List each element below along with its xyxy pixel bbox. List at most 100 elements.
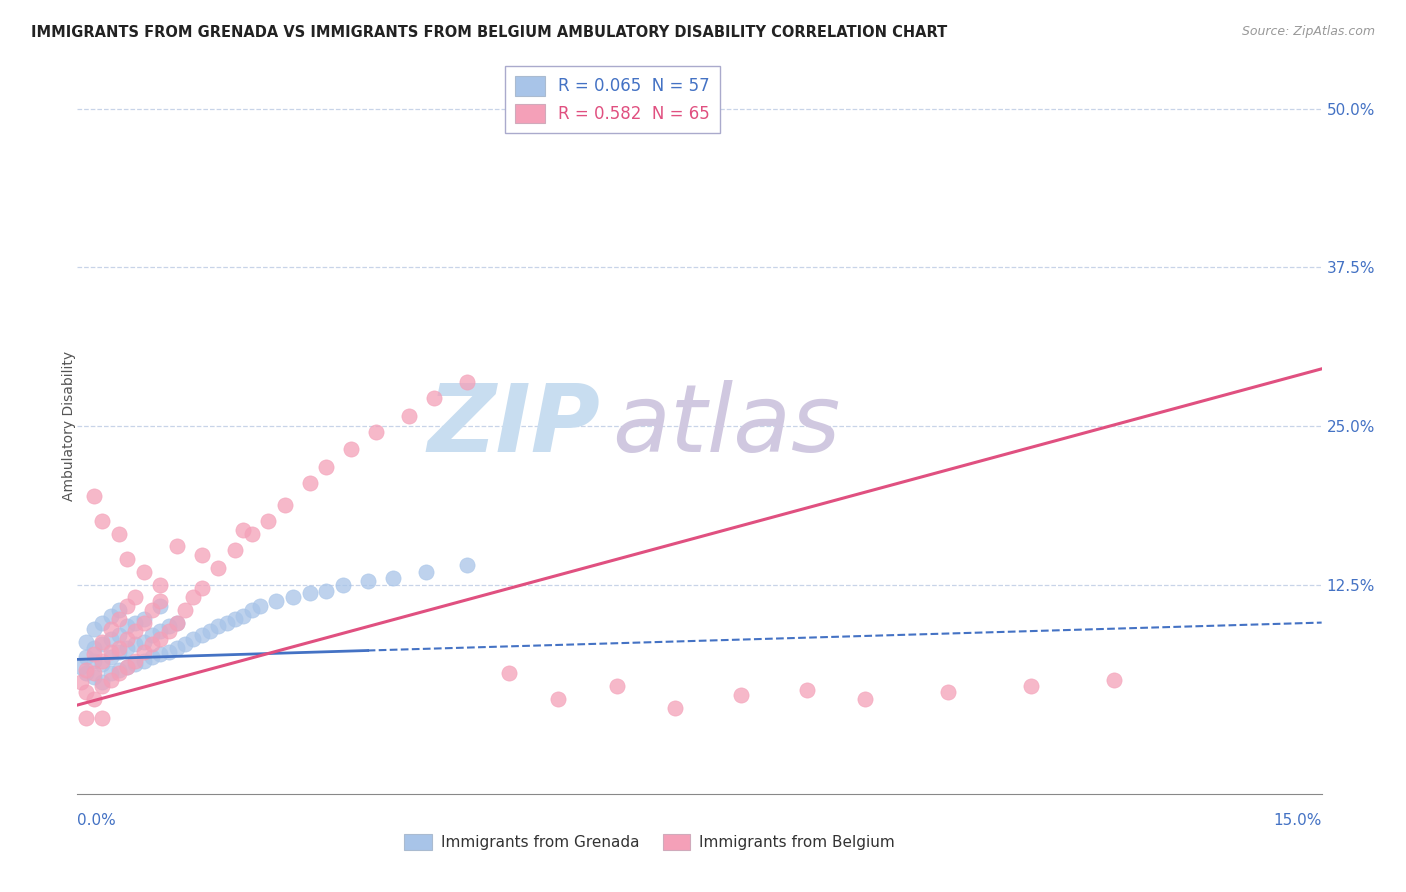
Point [100,645,122,659]
Point [83,654,105,668]
Point [1104,673,1126,687]
Legend: Immigrants from Grenada, Immigrants from Belgium: Immigrants from Grenada, Immigrants from… [398,828,901,856]
Point [166,615,188,630]
Y-axis label: Ambulatory Disability: Ambulatory Disability [62,351,76,501]
Point [415,565,437,579]
Point [224,543,246,558]
Point [124,615,146,630]
Point [381,571,404,585]
Point [132,612,155,626]
Point [132,634,155,648]
Text: atlas: atlas [613,380,841,472]
Point [423,391,446,405]
Point [75,649,97,664]
Point [174,603,197,617]
Point [547,691,569,706]
Point [108,603,131,617]
Point [191,549,214,563]
Point [115,640,138,655]
Point [75,685,97,699]
Point [70,660,93,674]
Point [124,654,146,668]
Point [183,632,205,646]
Point [315,459,337,474]
Point [75,634,97,648]
Point [232,523,254,537]
Point [115,552,138,566]
Point [855,691,877,706]
Point [100,622,122,636]
Point [456,375,478,389]
Point [166,615,188,630]
Point [132,654,155,668]
Point [207,561,229,575]
Point [141,649,163,664]
Point [108,612,131,626]
Point [198,624,221,639]
Point [108,645,131,659]
Point [100,666,122,681]
Point [75,711,97,725]
Point [191,582,214,596]
Point [298,586,321,600]
Point [83,622,105,636]
Point [108,526,131,541]
Point [91,615,114,630]
Point [1021,679,1043,693]
Text: IMMIGRANTS FROM GRENADA VS IMMIGRANTS FROM BELGIUM AMBULATORY DISABILITY CORRELA: IMMIGRANTS FROM GRENADA VS IMMIGRANTS FR… [31,25,948,40]
Point [141,637,163,651]
Point [157,619,180,633]
Point [191,628,214,642]
Point [340,442,363,456]
Point [157,624,180,639]
Point [108,628,131,642]
Point [149,594,172,608]
Point [166,540,188,554]
Point [357,574,380,588]
Point [141,603,163,617]
Point [498,666,520,681]
Point [149,577,172,591]
Point [115,632,138,646]
Point [257,514,280,528]
Point [124,624,146,639]
Point [100,609,122,624]
Point [115,660,138,674]
Text: 0.0%: 0.0% [77,813,117,828]
Point [83,640,105,655]
Point [100,649,122,664]
Point [364,425,387,440]
Point [796,682,818,697]
Point [274,498,297,512]
Point [149,599,172,613]
Point [91,637,114,651]
Point [124,591,146,605]
Text: ZIP: ZIP [427,380,600,472]
Point [232,609,254,624]
Point [75,663,97,677]
Point [132,615,155,630]
Point [124,637,146,651]
Text: Source: ZipAtlas.com: Source: ZipAtlas.com [1241,25,1375,38]
Point [83,648,105,662]
Point [281,591,304,605]
Point [456,558,478,573]
Point [75,666,97,681]
Point [91,679,114,693]
Point [100,673,122,687]
Point [91,675,114,690]
Point [149,624,172,639]
Point [298,476,321,491]
Point [83,666,105,681]
Point [141,628,163,642]
Point [132,565,155,579]
Point [315,583,337,598]
Point [157,645,180,659]
Text: 15.0%: 15.0% [1274,813,1322,828]
Point [332,577,354,591]
Point [149,648,172,662]
Point [70,675,93,690]
Point [174,637,197,651]
Point [115,599,138,613]
Point [398,409,420,423]
